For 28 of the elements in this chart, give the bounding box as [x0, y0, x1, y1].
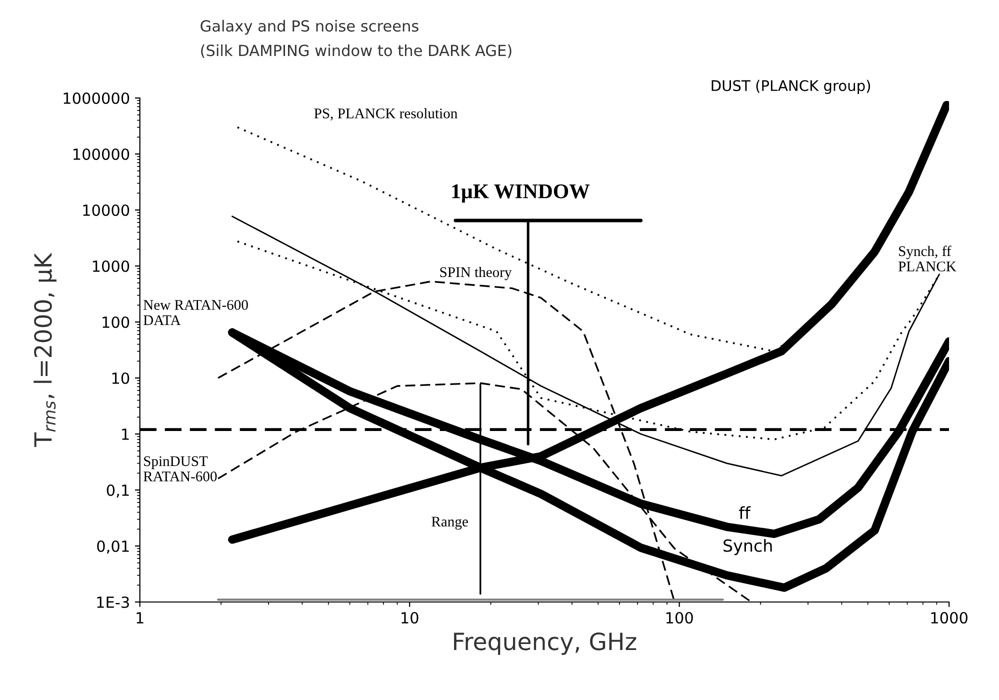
y-tick-label: 1E-3 [97, 596, 129, 608]
annotation: New RATAN-600 DATA [144, 300, 248, 325]
y-tick-label: 10 [112, 372, 130, 384]
chart-subtitle: (Silk DAMPING window to the DARK AGE) [201, 44, 512, 58]
y-tick-label: 1 [122, 428, 129, 440]
y-tick-label: 0,01 [97, 540, 129, 554]
x-tick-label: 1000 [931, 612, 968, 624]
x-tick-label: 1 [136, 612, 144, 624]
y-tick-label: 100 [102, 316, 130, 328]
annotation: ff [739, 506, 751, 519]
y-tick-label: 1000 [92, 260, 130, 272]
annotation: Range [432, 516, 468, 530]
x-axis-title: Frequency, GHz [454, 632, 636, 655]
annotation: SpinDUST RATAN-600 [144, 456, 217, 482]
y-tick-label: 100000 [73, 148, 130, 160]
y-tick-label: 10000 [83, 204, 130, 216]
y-tick-label: 1000000 [64, 92, 130, 104]
x-tick-label: 10 [402, 612, 418, 624]
y-tick-label: 0,1 [106, 484, 129, 498]
annotation: Synch [724, 539, 772, 556]
annotation: Synch, ff PLANCK [898, 246, 956, 272]
x-tick-label: 100 [666, 612, 693, 624]
annotation: PS, PLANCK resolution [314, 108, 458, 120]
annotation: SPIN theory [440, 266, 512, 280]
y-axis-title: T$_{rms}$, l=2000, μK [34, 252, 56, 447]
annotation: 1μK WINDOW [452, 184, 590, 203]
chart-title: Galaxy and PS noise screens [200, 20, 418, 35]
text: DUST (PLANCK group) [712, 80, 870, 94]
